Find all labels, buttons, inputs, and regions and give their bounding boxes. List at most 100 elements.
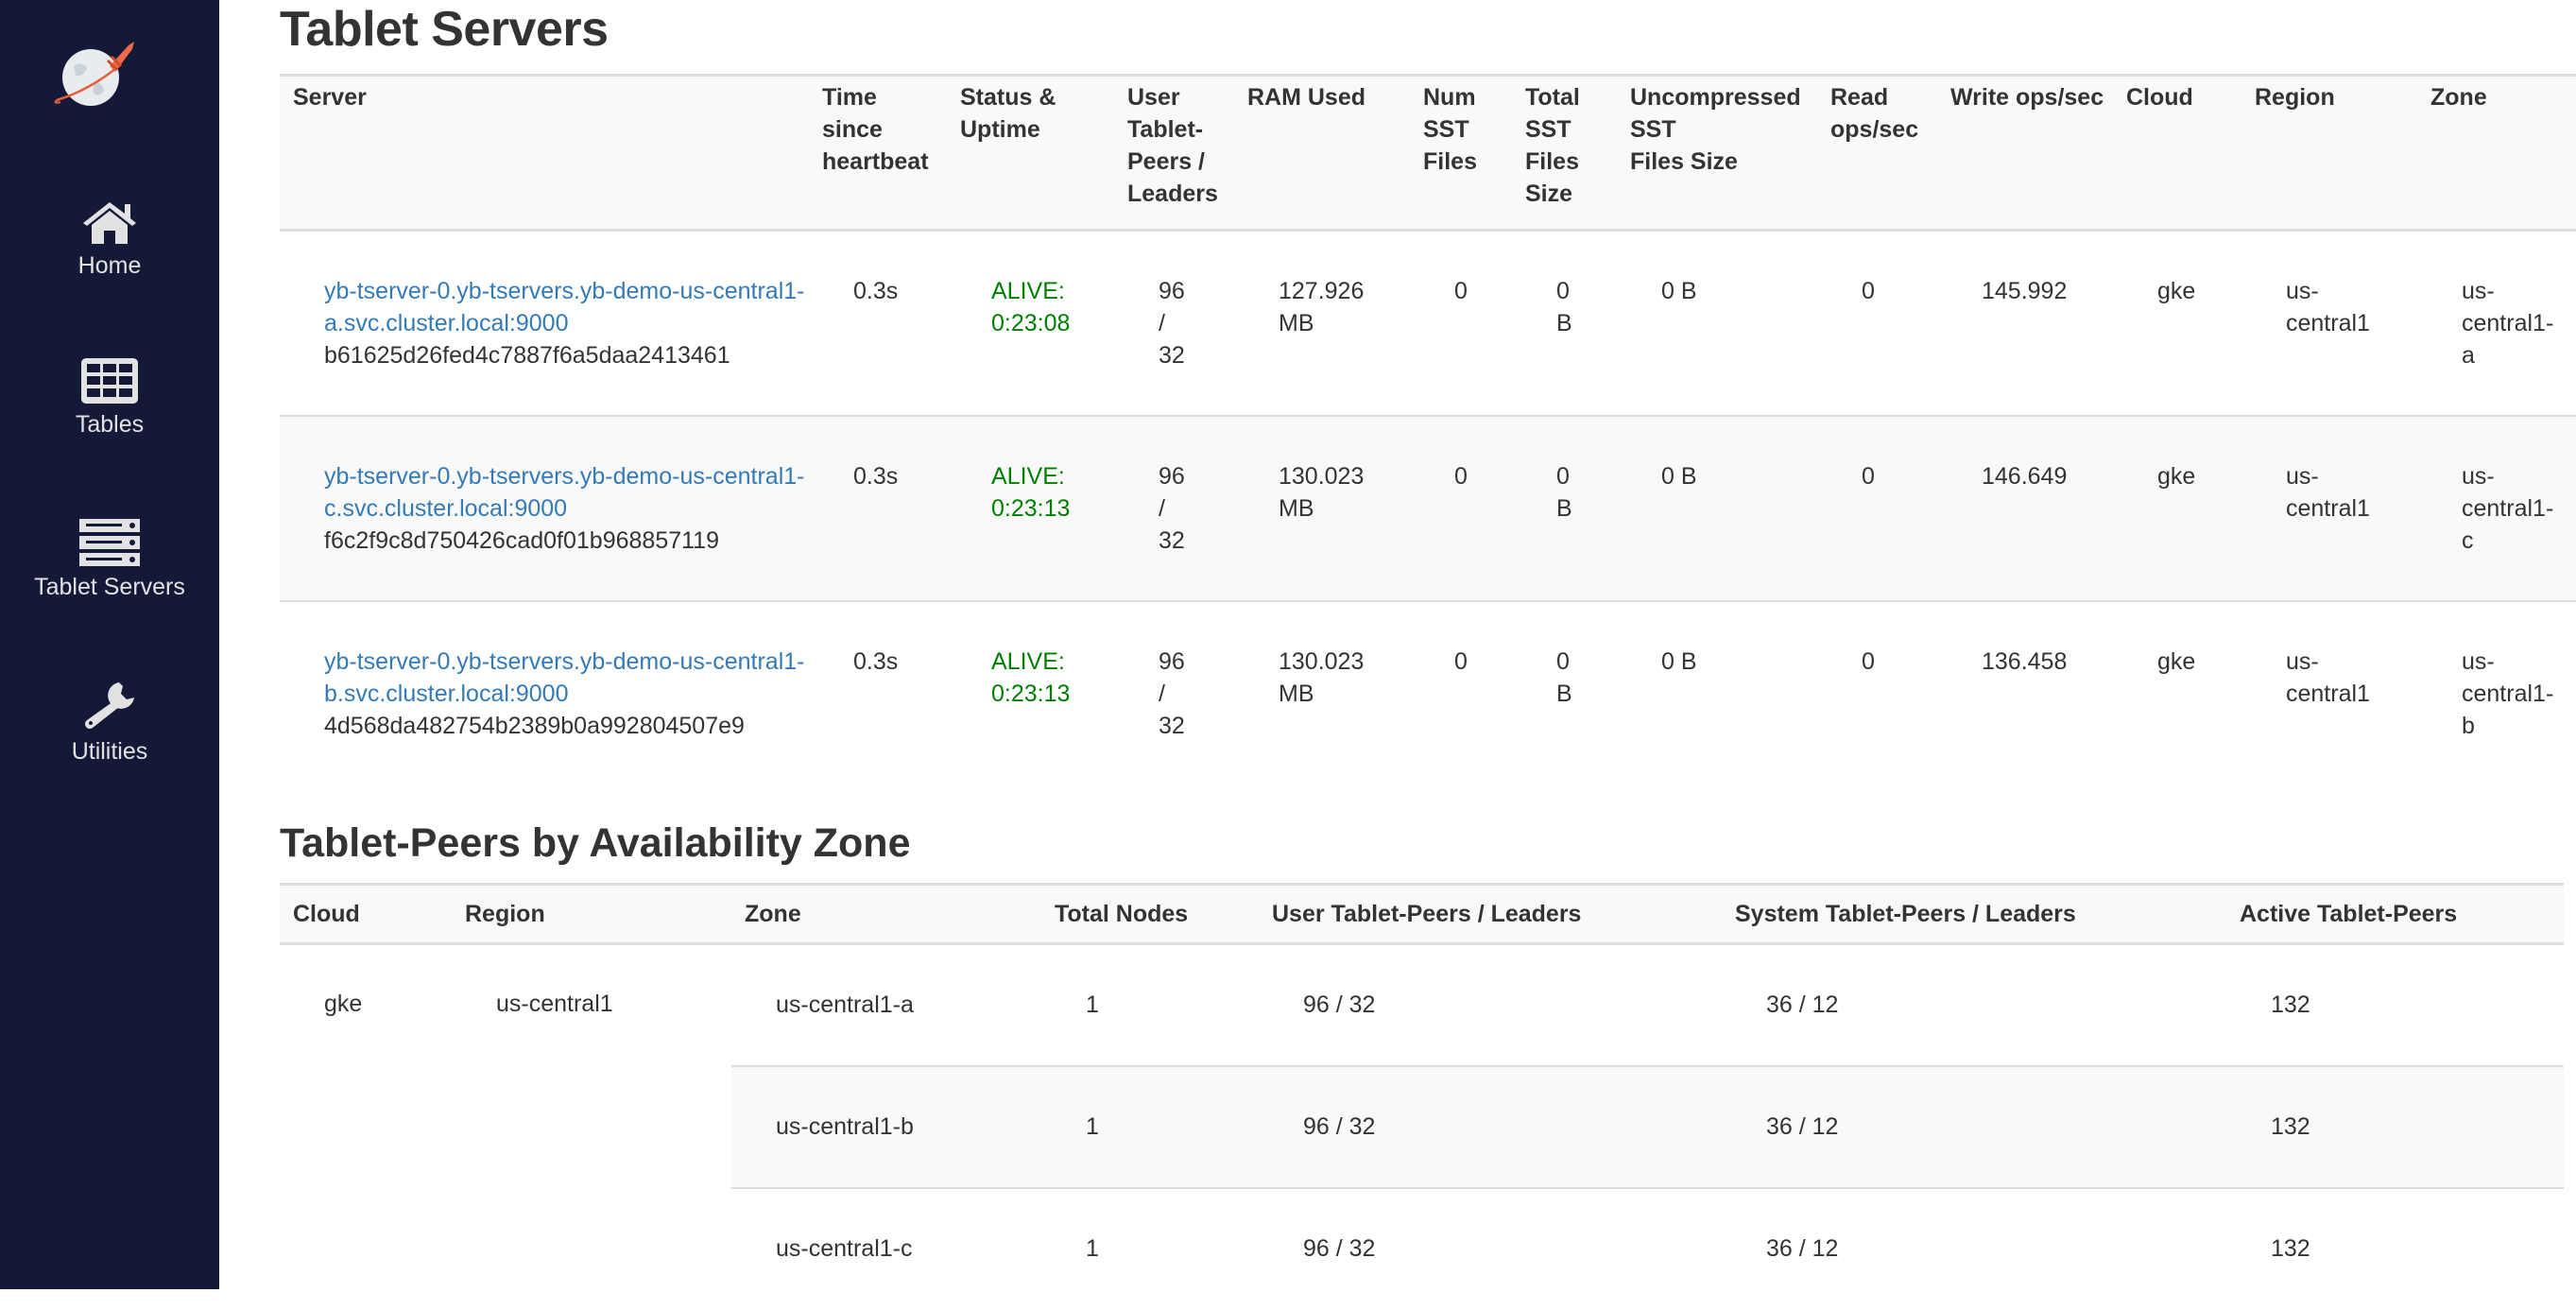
active-cell: 132: [2271, 1235, 2310, 1262]
status-badge: ALIVE: 0:23:08: [991, 278, 1071, 336]
zone-cell: us-central1-c: [776, 1235, 913, 1262]
zone-cell: us-central1-a: [776, 991, 914, 1018]
cloud-value: gke: [2157, 278, 2196, 304]
total-sst-cell: 0 B: [1512, 231, 1617, 417]
write-value: 145.992: [1982, 278, 2068, 304]
peers-value: 96 / 32: [1159, 278, 1185, 369]
column-header: User Tablet-Peers / Leaders: [1272, 901, 1582, 927]
cloud-cell: gke: [2113, 601, 2241, 786]
total-sst-cell: 0 B: [1512, 416, 1617, 601]
peers-value: 96 / 32: [1159, 648, 1185, 739]
sidebar-item-utilities[interactable]: Utilities: [0, 681, 219, 766]
column-header-label: Write ops/sec: [1950, 84, 2104, 111]
region-value: us-central1: [2286, 648, 2370, 707]
column-header: RAM Used: [1234, 76, 1410, 231]
peers-cell: 96 / 32: [1114, 416, 1234, 601]
uncompressed-value: 0 B: [1661, 278, 1697, 304]
zone-cell: us-central1-c: [2417, 416, 2576, 601]
server-uuid: b61625d26fed4c7887f6a5daa2413461: [324, 342, 730, 369]
sidebar-item-label: Tables: [75, 411, 145, 438]
peers-cell: 96 / 32: [1114, 601, 1234, 786]
region-value: us-central1: [2286, 463, 2370, 522]
uncompressed-cell: 0 B: [1617, 601, 1817, 786]
heartbeat-cell: 0.3s: [809, 416, 947, 601]
write-cell: 146.649: [1937, 416, 2113, 601]
read-cell: 0: [1817, 231, 1937, 417]
sidebar-item-tablet-servers[interactable]: Tablet Servers: [0, 518, 219, 601]
heartbeat-value: 0.3s: [853, 463, 899, 490]
column-header: User Tablet-Peers / Leaders: [1114, 76, 1234, 231]
region-value: us-central1: [2286, 278, 2370, 336]
column-header: Status & Uptime: [947, 76, 1114, 231]
uncompressed-cell: 0 B: [1617, 416, 1817, 601]
region-cell: us-central1: [496, 991, 613, 1017]
column-header: Region: [465, 901, 545, 927]
server-link[interactable]: yb-tserver-0.yb-tservers.yb-demo-us-cent…: [324, 648, 805, 707]
home-icon: [83, 202, 136, 244]
system-cell: 36 / 12: [1722, 1065, 2226, 1188]
table-row: yb-tserver-0.yb-tservers.yb-demo-us-cent…: [280, 416, 2576, 601]
column-header-label: RAM Used: [1247, 84, 1366, 111]
column-header-label: Uncompressed SST Files Size: [1630, 84, 1801, 175]
read-cell: 0: [1817, 416, 1937, 601]
read-value: 0: [1862, 278, 1875, 304]
num-sst-value: 0: [1454, 463, 1468, 490]
ram-value: 127.926 MB: [1279, 278, 1365, 336]
column-header: Time since heartbeat: [809, 76, 947, 231]
status-cell: ALIVE: 0:23:08: [947, 231, 1114, 417]
column-header-label: Time since heartbeat: [822, 84, 929, 175]
system-cell: 36 / 12: [1766, 1235, 1839, 1262]
uncompressed-cell: 0 B: [1617, 231, 1817, 417]
server-uuid: f6c2f9c8d750426cad0f01b968857119: [324, 527, 719, 554]
column-header: Total Nodes: [1055, 901, 1189, 927]
num-sst-cell: 0: [1410, 601, 1512, 786]
column-header: Write ops/sec: [1937, 76, 2113, 231]
server-link[interactable]: yb-tserver-0.yb-tservers.yb-demo-us-cent…: [324, 278, 805, 336]
total-sst-value: 0 B: [1556, 463, 1572, 522]
status-cell: ALIVE: 0:23:13: [947, 416, 1114, 601]
sidebar-item-label: Home: [77, 252, 142, 279]
main-content: Tablet Servers Server Time since heartbea…: [280, 0, 2576, 1262]
column-header: Cloud: [2113, 76, 2241, 231]
sidebar-item-home[interactable]: Home: [0, 198, 219, 280]
column-header-label: Server: [293, 84, 367, 111]
zone-value: us-central1-a: [2462, 278, 2554, 369]
num-sst-cell: 0: [1410, 231, 1512, 417]
read-cell: 0: [1817, 601, 1937, 786]
write-cell: 145.992: [1937, 231, 2113, 417]
write-value: 146.649: [1982, 463, 2068, 490]
column-header-label: Num SST Files: [1423, 84, 1477, 175]
zone-cell: us-central1-b: [2417, 601, 2576, 786]
zone-cell: us-central1-a: [2417, 231, 2576, 417]
total-sst-cell: 0 B: [1512, 601, 1617, 786]
column-header: Uncompressed SST Files Size: [1617, 76, 1817, 231]
column-header: Cloud: [293, 901, 360, 927]
peers-cell: 96 / 32: [1114, 231, 1234, 417]
table-row: yb-tserver-0.yb-tservers.yb-demo-us-cent…: [280, 601, 2576, 786]
table-row: gke us-central1 us-central1-a 1 96 / 32 36 / …: [280, 944, 2564, 1066]
column-header: Zone: [2417, 76, 2576, 231]
uncompressed-value: 0 B: [1661, 463, 1697, 490]
server-link[interactable]: yb-tserver-0.yb-tservers.yb-demo-us-cent…: [324, 463, 805, 522]
column-header-label: Read ops/sec: [1830, 84, 1919, 143]
zone-value: us-central1-b: [2462, 648, 2554, 739]
total-sst-value: 0 B: [1556, 278, 1572, 336]
cloud-cell: gke: [2113, 231, 2241, 417]
nodes-cell: 1: [1086, 1235, 1099, 1262]
status-badge: ALIVE: 0:23:13: [991, 648, 1071, 707]
heartbeat-cell: 0.3s: [809, 231, 947, 417]
nodes-cell: 1: [1086, 991, 1099, 1018]
column-header-label: Cloud: [2126, 84, 2193, 111]
user-cell: 96 / 32: [1303, 1235, 1376, 1262]
sidebar-item-tables[interactable]: Tables: [0, 357, 219, 439]
column-header: Server: [280, 76, 809, 231]
ram-value: 130.023 MB: [1279, 463, 1365, 522]
total-sst-value: 0 B: [1556, 648, 1572, 707]
tablet-servers-table: Server Time since heartbeat Status & Uptim…: [280, 74, 2576, 786]
column-header: System Tablet-Peers / Leaders: [1735, 901, 2076, 927]
yugabyte-logo[interactable]: [53, 38, 138, 113]
column-header: Num SST Files: [1410, 76, 1512, 231]
server-cell: yb-tserver-0.yb-tservers.yb-demo-us-cent…: [280, 601, 809, 786]
column-header: Total SST Files Size: [1512, 76, 1617, 231]
column-header: Active Tablet-Peers: [2240, 901, 2458, 927]
